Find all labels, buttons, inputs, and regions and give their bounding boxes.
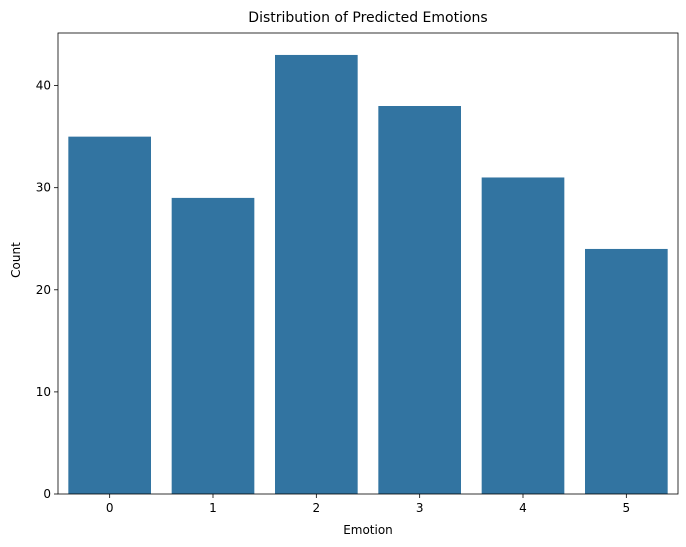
x-tick-label: 2 [313, 501, 321, 515]
plot-area [68, 54, 668, 495]
y-tick-label: 30 [36, 181, 51, 195]
y-axis-label: Count [9, 242, 23, 278]
bar-0 [68, 136, 151, 494]
bar-3 [378, 106, 461, 494]
x-tick-label: 5 [623, 501, 631, 515]
y-tick-label: 40 [36, 79, 51, 93]
chart-title: Distribution of Predicted Emotions [248, 10, 487, 26]
plot-frame [57, 32, 679, 495]
y-tick-label: 0 [43, 487, 51, 501]
bar-1 [171, 197, 255, 494]
bar-4 [481, 177, 565, 495]
x-axis-label: Emotion [343, 523, 393, 537]
y-tick-label: 10 [36, 385, 51, 399]
y-axis: 0 10 20 30 40 [36, 79, 58, 501]
x-tick-label: 1 [209, 501, 217, 515]
y-tick-label: 20 [36, 283, 51, 297]
x-tick-label: 0 [106, 501, 114, 515]
bar-2 [275, 54, 358, 494]
x-axis: 0 1 2 3 4 5 [106, 494, 630, 515]
x-tick-label: 4 [519, 501, 527, 515]
bar-5 [585, 248, 668, 494]
x-tick-label: 3 [416, 501, 424, 515]
